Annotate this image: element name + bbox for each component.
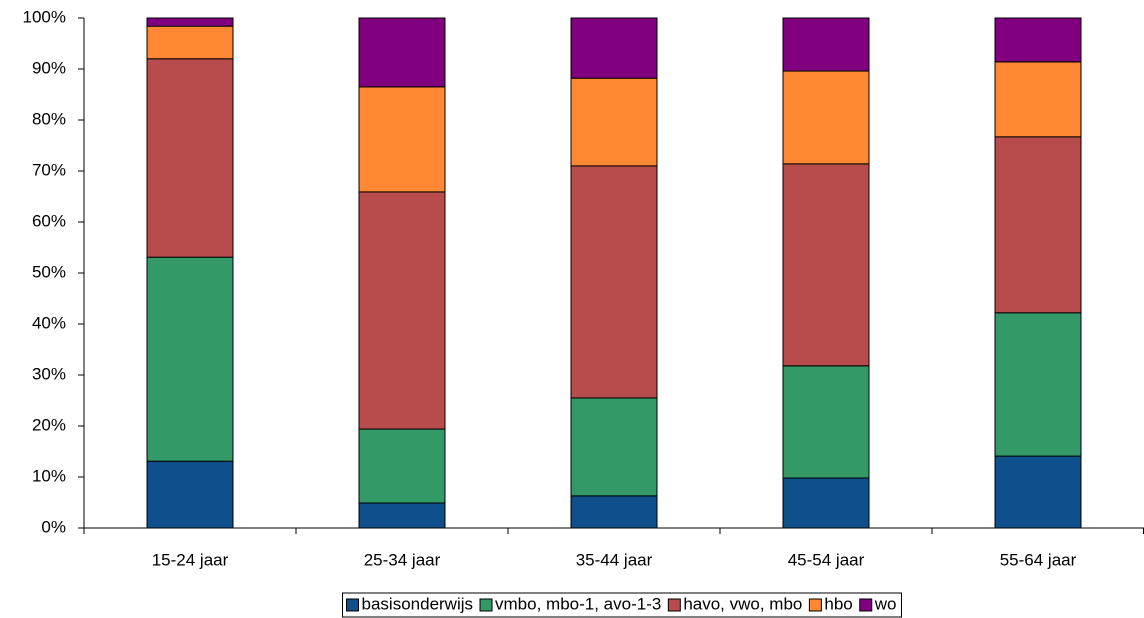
legend-label: havo, vwo, mbo bbox=[683, 594, 802, 613]
y-tick-label: 80% bbox=[32, 109, 66, 128]
y-tick-label: 60% bbox=[32, 211, 66, 230]
legend-label: vmbo, mbo-1, avo-1-3 bbox=[495, 594, 661, 613]
x-tick-label: 35-44 jaar bbox=[576, 550, 653, 569]
legend-swatch bbox=[346, 598, 360, 612]
bar-segment bbox=[570, 77, 658, 167]
bar-segment bbox=[146, 25, 234, 60]
x-tick-label: 15-24 jaar bbox=[152, 550, 229, 569]
legend-swatch bbox=[859, 598, 873, 612]
bar-segment bbox=[782, 365, 870, 479]
bar-segment bbox=[146, 460, 234, 529]
legend-label: basisonderwijs bbox=[362, 594, 474, 613]
bar-segment bbox=[782, 70, 870, 165]
bar-segment bbox=[994, 17, 1082, 63]
y-tick-label: 0% bbox=[41, 517, 66, 536]
y-tick-label: 70% bbox=[32, 160, 66, 179]
bar-segment bbox=[358, 428, 446, 504]
bar-segment bbox=[570, 495, 658, 529]
bar-segment bbox=[146, 256, 234, 462]
bar-segment bbox=[570, 165, 658, 399]
legend-label: hbo bbox=[824, 594, 852, 613]
bar-segment bbox=[782, 17, 870, 72]
bar-segment bbox=[146, 58, 234, 258]
bar-segment bbox=[570, 397, 658, 497]
bar-segment bbox=[782, 477, 870, 529]
y-tick-label: 50% bbox=[32, 262, 66, 281]
bar-segment bbox=[994, 61, 1082, 138]
legend-swatch bbox=[808, 598, 822, 612]
y-tick-label: 90% bbox=[32, 58, 66, 77]
y-tick-label: 40% bbox=[32, 313, 66, 332]
bar-segment bbox=[782, 163, 870, 367]
bar-segment bbox=[570, 17, 658, 79]
legend-swatch bbox=[667, 598, 681, 612]
legend-box bbox=[342, 592, 902, 618]
bar-segment bbox=[358, 191, 446, 430]
bar-segment bbox=[994, 312, 1082, 457]
bar-segment bbox=[358, 86, 446, 193]
legend-swatch bbox=[479, 598, 493, 612]
x-tick-label: 55-64 jaar bbox=[1000, 550, 1077, 569]
y-tick-label: 10% bbox=[32, 466, 66, 485]
y-tick-label: 100% bbox=[23, 7, 66, 26]
bar-segment bbox=[994, 455, 1082, 529]
legend-label: wo bbox=[874, 594, 897, 613]
bar-segment bbox=[146, 17, 234, 27]
x-tick-label: 45-54 jaar bbox=[788, 550, 865, 569]
bar-segment bbox=[358, 17, 446, 88]
x-tick-label: 25-34 jaar bbox=[364, 550, 441, 569]
y-tick-label: 20% bbox=[32, 415, 66, 434]
bar-segment bbox=[358, 502, 446, 529]
y-tick-label: 30% bbox=[32, 364, 66, 383]
bar-segment bbox=[994, 136, 1082, 314]
